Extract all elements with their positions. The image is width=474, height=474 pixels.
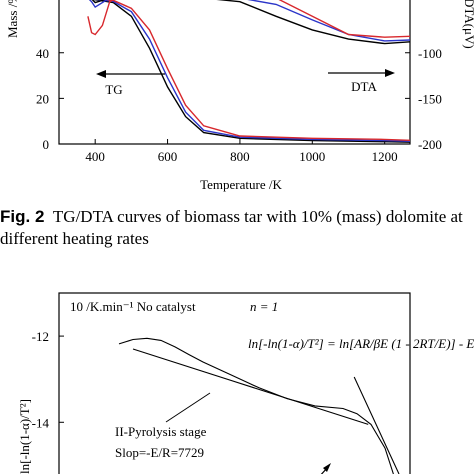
x-tick-label: 800 — [230, 149, 250, 164]
slope-annotation: Slop=-E/R=7729 — [115, 445, 204, 460]
x-tick-label: 400 — [85, 149, 105, 164]
dta-curve-2 — [88, 0, 411, 42]
figure-2-caption: Fig. 2 TG/DTA curves of biomass tar with… — [0, 206, 474, 250]
tg-arrow — [96, 70, 165, 78]
small-arrow — [320, 463, 331, 474]
y-right-tick-label: -200 — [418, 137, 442, 152]
header-label: 10 /K.min⁻¹ No catalyst — [70, 299, 196, 314]
stage-annotation: II-Pyrolysis stage — [115, 424, 207, 439]
dta-annotation: DTA — [351, 79, 377, 94]
annotation-pointer — [165, 392, 211, 423]
x-tick-label: 600 — [158, 149, 178, 164]
y-tick-label: -14 — [32, 415, 50, 430]
data-curve — [118, 337, 394, 474]
y-left-tick-label: 0 — [43, 137, 50, 152]
dta-curve-1 — [91, 0, 411, 45]
fit-line — [132, 348, 369, 425]
x-axis-label: Temperature /K — [200, 177, 282, 192]
y-left-tick-label: 40 — [36, 46, 49, 61]
dta-arrow — [328, 69, 395, 77]
caption-label: Fig. 2 — [0, 207, 45, 226]
y-axis-label-right: DTA(μV) — [462, 0, 474, 49]
equation: ln[-ln(1-α)/T²] = ln[AR/βE (1 - 2RT/E)] … — [248, 336, 474, 351]
plot-frame-2 — [58, 292, 411, 474]
dta-curve-3 — [87, 0, 411, 38]
x-tick-label: 1200 — [372, 149, 398, 164]
y-right-tick-label: -100 — [418, 46, 442, 61]
n-label: n = 1 — [250, 299, 278, 314]
y-axis-label-left: Mass /% — [5, 0, 20, 38]
tg-curve-1 — [92, 0, 411, 143]
steep-line — [353, 376, 400, 474]
y-right-tick-label: -150 — [418, 91, 442, 106]
y-axis-label: ln[-ln(1-α)/T²] — [17, 399, 32, 474]
y-tick-label: -12 — [32, 329, 49, 344]
tg-curve-2 — [95, 0, 411, 142]
caption-line-2: different heating rates — [0, 229, 149, 248]
tg-annotation: TG — [105, 82, 122, 97]
tg-curve-3 — [100, 0, 411, 141]
kinetic-plot: -12 -14 ln[-ln(1-α)/T²] 10 /K.min⁻¹ No ca… — [17, 292, 474, 474]
caption-line-1: TG/DTA curves of biomass tar with 10% (m… — [52, 207, 463, 226]
y-left-tick-label: 20 — [36, 91, 49, 106]
plot-frame — [58, 0, 411, 145]
x-tick-label: 1000 — [299, 149, 325, 164]
tg-dta-chart: 400 600 800 1000 1200 0 20 40 -100 -150 -200 Mass … — [5, 0, 474, 192]
